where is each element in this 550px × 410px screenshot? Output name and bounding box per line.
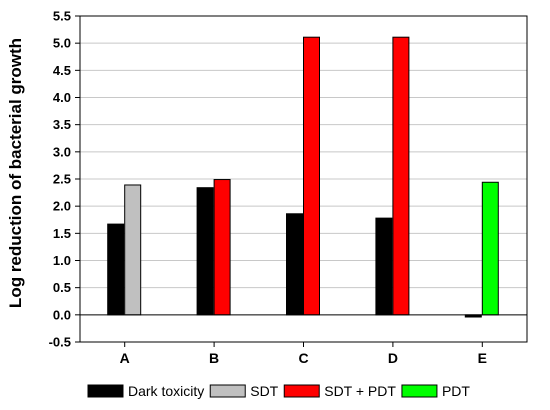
bar-dark-toxicity-c	[286, 213, 303, 316]
bar-dark-toxicity-d	[375, 217, 393, 316]
y-tick-label: 1.5	[53, 226, 71, 241]
legend: Dark toxicity SDT SDT + PDT PDT	[87, 383, 470, 399]
y-tick-label: 2.5	[53, 172, 71, 187]
legend-label: SDT + PDT	[324, 383, 396, 399]
y-tick-label: 2.0	[53, 199, 71, 214]
bars	[107, 36, 499, 318]
legend-swatch	[87, 384, 124, 398]
bar-sdt-pdt-c	[303, 36, 320, 316]
y-tick-label: 1.0	[53, 253, 71, 268]
y-tick-label: 0.0	[53, 307, 71, 322]
bar-dark-toxicity-b	[196, 187, 214, 316]
x-tick-label: C	[298, 350, 308, 366]
y-axis-label: Log reduction of bacterial growth	[6, 38, 25, 308]
legend-label: PDT	[442, 383, 470, 399]
x-tick-labels: A B C D E	[120, 342, 487, 366]
y-tick-label: -0.5	[49, 335, 71, 350]
x-tick-label: D	[388, 350, 398, 366]
y-tick-label: 3.0	[53, 144, 71, 159]
x-tick-label: B	[209, 350, 219, 366]
y-tick-label: 4.0	[53, 90, 71, 105]
bar-dark-toxicity-a	[107, 223, 125, 316]
bar-sdt-a	[124, 184, 142, 316]
y-tick-label: 3.5	[53, 117, 71, 132]
x-tick-label: A	[120, 350, 130, 366]
legend-swatch	[209, 384, 246, 398]
y-tick-label: 4.5	[53, 63, 71, 78]
bar-pdt-e	[481, 181, 499, 316]
y-tick-label: 5.0	[53, 36, 71, 51]
y-tick-labels: -0.5 0.0 0.5 1.0 1.5 2.0 2.5 3.0 3.5 4.0 4.5 5.0 5.5	[49, 9, 80, 350]
y-tick-label: 5.5	[53, 9, 71, 24]
legend-label: SDT	[250, 383, 278, 399]
legend-swatch	[283, 384, 320, 398]
x-tick-label: E	[478, 350, 487, 366]
legend-label: Dark toxicity	[128, 383, 204, 399]
bar-sdt-pdt-d	[392, 36, 410, 316]
bar-sdt-pdt-b	[213, 179, 231, 316]
legend-swatch	[401, 384, 438, 398]
y-tick-label: 0.5	[53, 280, 71, 295]
